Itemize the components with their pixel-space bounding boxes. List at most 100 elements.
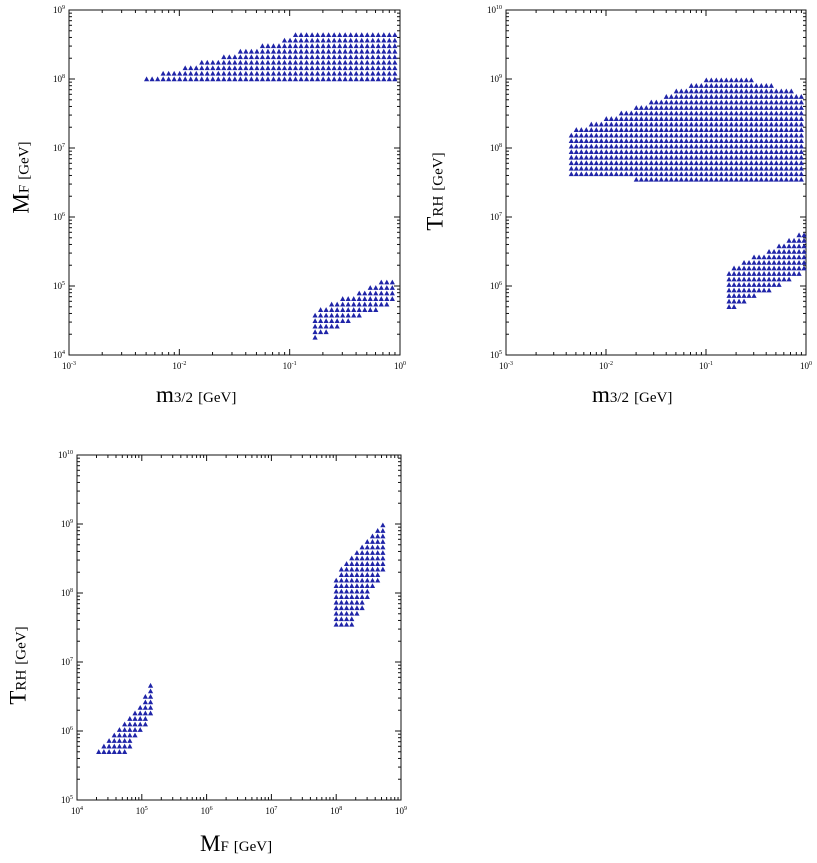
chart1-data-point <box>318 318 324 324</box>
chart1-data-point <box>265 65 271 71</box>
chart2-data-point <box>748 149 754 155</box>
chart2-data-point <box>638 160 644 166</box>
chart2-data-point <box>783 171 789 177</box>
chart2-data-point <box>771 260 777 265</box>
chart2-data-point <box>698 138 704 144</box>
chart3-data-point <box>380 539 386 544</box>
chart2-data-point <box>738 154 744 160</box>
chart2-data-point <box>733 110 739 116</box>
chart2-data-point <box>708 110 714 116</box>
chart2-data-point <box>693 138 699 144</box>
chart1-data-point <box>215 65 221 71</box>
chart2-data-point <box>738 143 744 149</box>
chart1-data-point <box>210 70 216 76</box>
chart1-data-point <box>315 37 321 43</box>
chart2-data-point <box>663 105 669 110</box>
chart1-data-point <box>378 285 384 290</box>
chart1-data-point <box>226 76 232 82</box>
chart2-data-point <box>693 110 699 116</box>
chart2-xlabel: m3/2 [GeV] <box>592 383 672 406</box>
chart3-data-point <box>369 572 376 577</box>
chart2-data-point <box>738 176 744 182</box>
chart2-data-point <box>683 127 689 132</box>
chart2-data-point <box>778 171 784 177</box>
chart2-data-point <box>648 149 654 155</box>
chart2-ylabel: TRH [GeV] <box>422 137 448 247</box>
chart2-data-point <box>713 138 719 144</box>
chart1-data-point <box>392 65 398 71</box>
chart2-data-point <box>773 99 779 105</box>
chart2-data-point <box>728 116 734 121</box>
chart2-data-point <box>698 176 704 182</box>
chart3-data-point <box>147 710 154 716</box>
chart1-data-point <box>386 43 392 49</box>
chart1-data-point <box>384 301 390 307</box>
chart2-data-point <box>738 165 744 171</box>
chart2-data-point <box>728 94 734 99</box>
chart1-data-point <box>392 70 398 76</box>
chart2-data-point <box>743 149 749 155</box>
chart2-data-point <box>768 149 774 155</box>
chart2-data-point <box>708 116 714 121</box>
chart2-data-point <box>783 143 789 149</box>
chart2-data-point <box>718 154 724 160</box>
chart2-data-point <box>593 154 599 160</box>
chart2-data-point <box>708 154 714 160</box>
chart2-data-point <box>763 165 769 171</box>
chart2-ylabel-main: T <box>422 216 448 231</box>
chart1-data-point <box>359 59 365 65</box>
chart1-data-point <box>337 65 343 71</box>
chart2-data-point <box>773 110 779 116</box>
chart1-data-point <box>329 307 335 312</box>
chart2-data-point <box>713 171 719 177</box>
chart2-data-point <box>798 138 804 144</box>
chart2-data-point <box>738 121 744 127</box>
chart2-data-point <box>713 143 719 149</box>
chart1-data-point <box>392 32 398 38</box>
chart2-data-point <box>753 99 759 105</box>
chart2-data-point <box>731 293 737 298</box>
chart2-data-point <box>788 165 794 171</box>
chart2-data-point <box>598 160 604 166</box>
chart3-data-point <box>369 533 376 539</box>
chart2-data-point <box>796 254 802 260</box>
chart2-data-point <box>583 160 589 166</box>
chart1-data-point <box>356 312 362 318</box>
chart2-data-point <box>733 116 739 121</box>
chart2-data-point <box>778 105 784 110</box>
chart2-data-point <box>588 143 594 149</box>
chart1-data-point <box>243 70 249 76</box>
chart1-data-point <box>331 37 337 43</box>
chart2-data-point <box>623 127 629 132</box>
chart2-data-point <box>633 171 639 177</box>
chart2-data-point <box>763 138 769 144</box>
chart2-data-point <box>568 171 574 177</box>
chart2-data-point <box>678 143 684 149</box>
chart2-data-point <box>781 248 787 254</box>
chart3-data-point <box>349 621 355 627</box>
chart1-data-point <box>254 65 260 71</box>
chart2-data-point <box>673 171 679 177</box>
chart2-data-point <box>658 154 664 160</box>
chart2-data-point <box>778 165 784 171</box>
chart1-data-point <box>331 65 337 71</box>
chart3-data-point <box>349 555 355 561</box>
chart1-data-point <box>232 70 238 76</box>
chart2-data-point <box>738 83 744 88</box>
chart1-data-point <box>270 54 277 60</box>
chart3-data-point <box>333 594 339 600</box>
chart2-data-point <box>678 88 684 94</box>
chart2-data-point <box>748 138 754 144</box>
chart2-data-point <box>748 143 754 149</box>
chart1-data-point <box>381 37 387 43</box>
chart2-data-point <box>751 293 757 298</box>
chart1-x-tick-label: 10-3 <box>62 361 76 371</box>
chart2-data-point <box>713 176 719 182</box>
chart1-data-point <box>315 54 321 60</box>
chart2-data-point <box>786 260 792 265</box>
chart3-data-point <box>333 610 339 616</box>
chart2-data-point <box>603 149 609 155</box>
chart2-data-point <box>728 149 734 155</box>
chart2-data-point <box>778 116 784 121</box>
chart2-data-point <box>698 99 704 105</box>
